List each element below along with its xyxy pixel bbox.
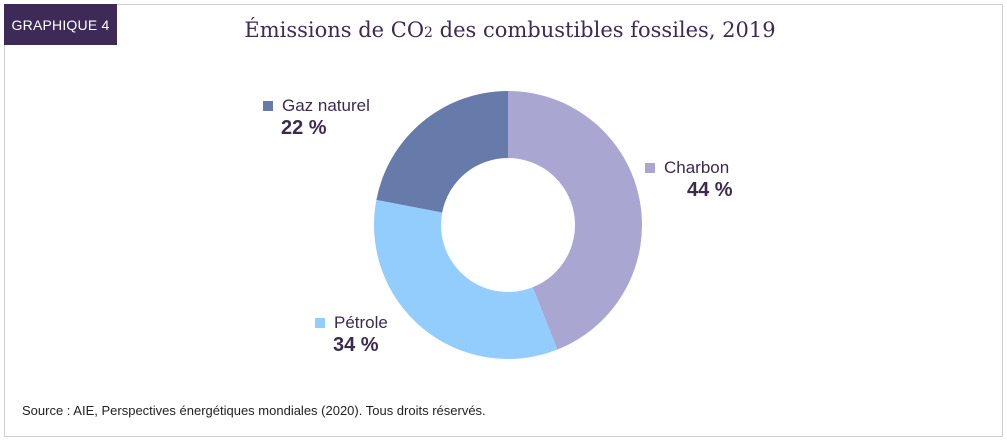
- chart-number-badge: GRAPHIQUE 4: [4, 4, 117, 45]
- legend-swatch-charbon: [645, 163, 655, 173]
- data-label-petrole: 34 %: [333, 334, 379, 356]
- legend-swatch-gaz-naturel: [263, 101, 273, 111]
- chart-title: Émissions de CO2 des combustibles fossil…: [240, 18, 780, 42]
- chart-title-main: Émissions de CO: [244, 18, 425, 42]
- legend-item-gaz-naturel: Gaz naturel 22 %: [263, 96, 370, 140]
- source-note: Source : AIE, Perspectives énergétiques …: [22, 403, 486, 418]
- legend-swatch-petrole: [315, 318, 325, 328]
- data-label-gaz-naturel: 22 %: [281, 117, 327, 139]
- legend-item-charbon: Charbon 44 %: [645, 158, 733, 202]
- chart-frame: [4, 4, 1003, 437]
- legend-label-gaz-naturel: Gaz naturel: [282, 96, 370, 115]
- legend-item-petrole: Pétrole 34 %: [315, 313, 388, 357]
- donut-slices: [374, 90, 643, 359]
- legend-label-charbon: Charbon: [664, 158, 730, 177]
- donut-slice-petrole: [374, 199, 558, 359]
- donut-slice-gaz-naturel: [376, 91, 508, 213]
- donut-slice-charbon: [508, 90, 643, 350]
- chart-title-rest: des combustibles fossiles, 2019: [432, 18, 776, 42]
- chart-title-subscript: 2: [424, 25, 433, 41]
- legend-label-petrole: Pétrole: [334, 313, 388, 332]
- data-label-charbon: 44 %: [687, 179, 733, 201]
